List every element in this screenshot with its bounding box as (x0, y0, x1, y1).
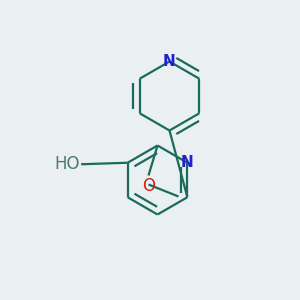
Text: N: N (163, 54, 176, 69)
Text: O: O (142, 177, 155, 195)
Text: N: N (181, 155, 194, 170)
Text: HO: HO (54, 155, 80, 173)
